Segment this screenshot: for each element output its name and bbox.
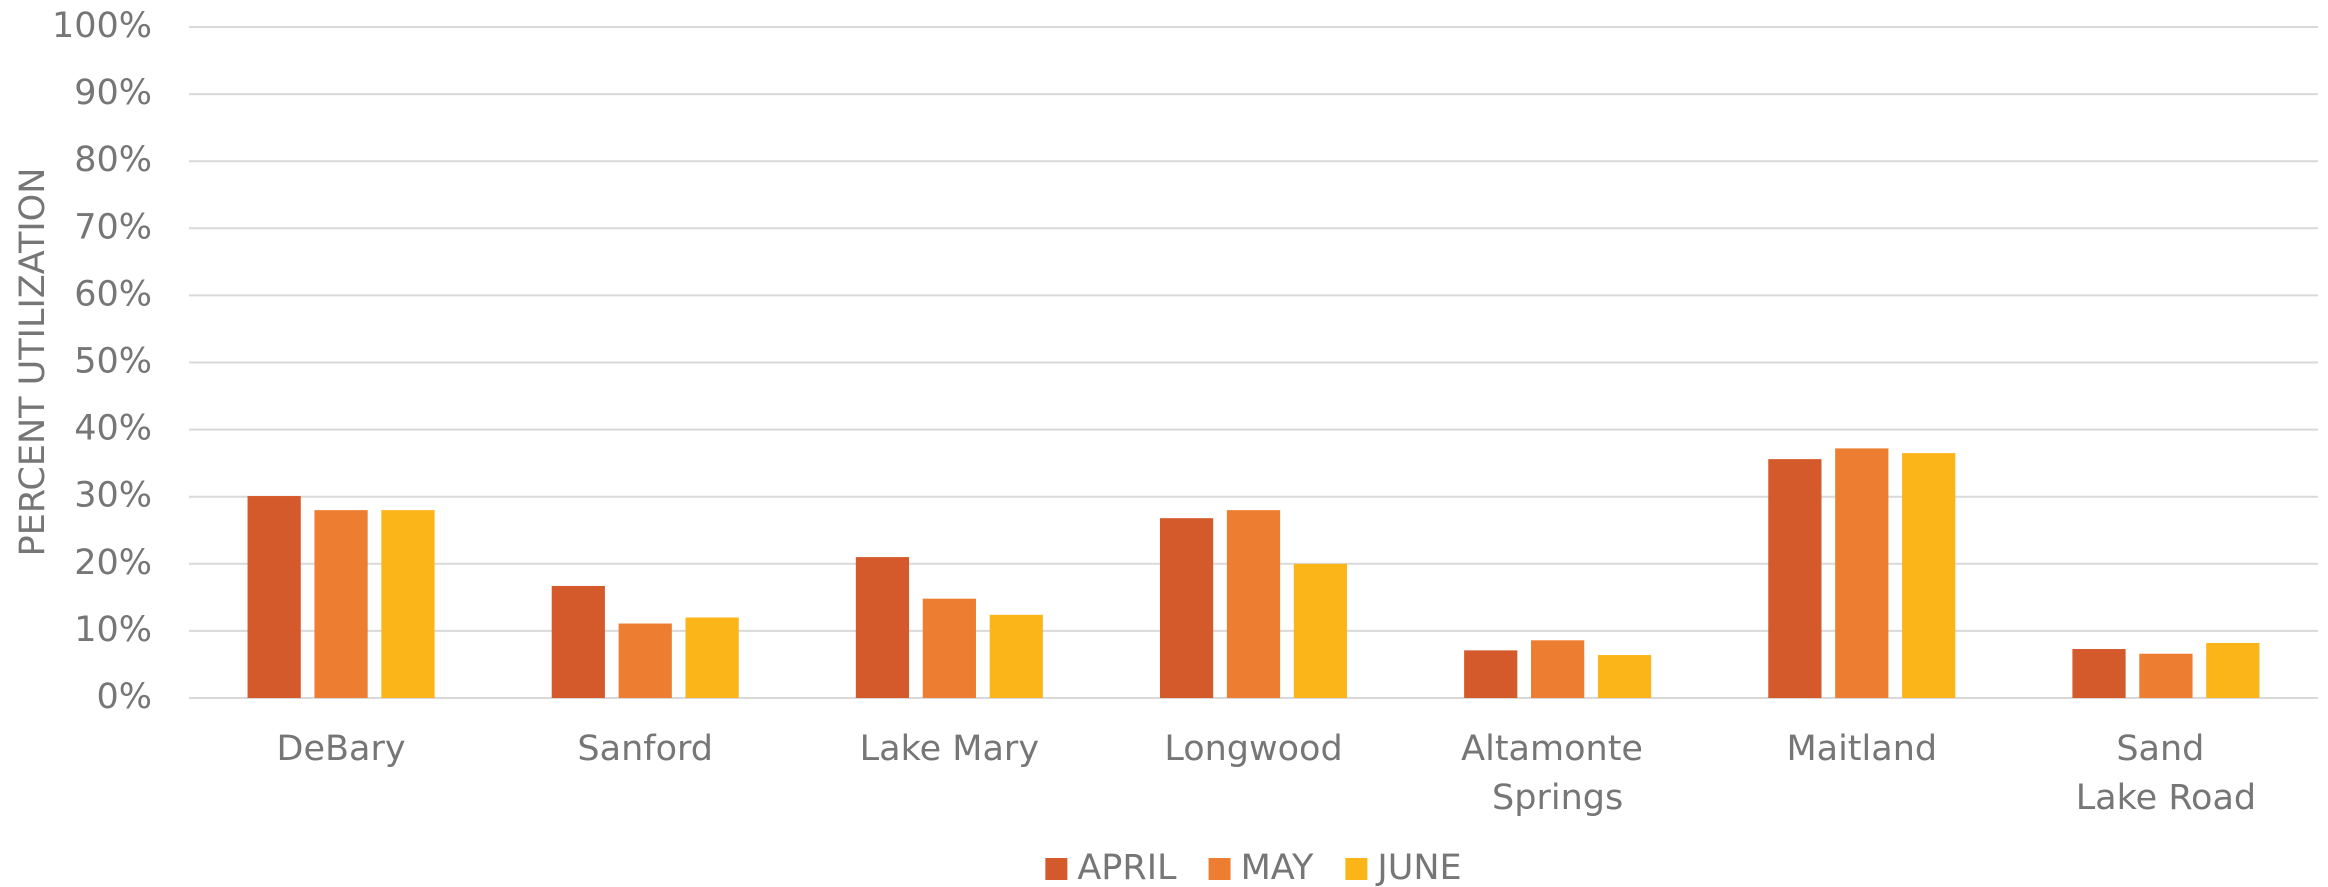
- bar: [618, 623, 672, 698]
- bar: [314, 510, 368, 698]
- y-tick-label: 100%: [52, 6, 152, 46]
- bar: [922, 598, 976, 698]
- bar: [989, 614, 1043, 698]
- legend-swatch: [1208, 858, 1231, 880]
- y-tick-label: 40%: [74, 409, 152, 449]
- legend-label: MAY: [1241, 848, 1314, 887]
- y-tick-label: 20%: [74, 543, 152, 583]
- x-tick-label: Lake Mary: [860, 729, 1039, 769]
- bar: [2206, 642, 2260, 698]
- bar: [1159, 518, 1214, 698]
- bar: [855, 557, 910, 698]
- legend-swatch: [1345, 858, 1368, 880]
- y-tick-label: 50%: [74, 342, 152, 382]
- bar: [1902, 453, 1956, 698]
- bar: [1597, 655, 1652, 698]
- legend-label: APRIL: [1077, 848, 1177, 887]
- y-tick-label: 70%: [74, 207, 152, 247]
- bar: [1226, 510, 1281, 698]
- y-tick-label: 10%: [74, 610, 152, 650]
- y-tick-label: 0%: [96, 677, 152, 717]
- bar: [1531, 640, 1585, 698]
- bar: [247, 496, 301, 698]
- x-tick-label: Maitland: [1786, 729, 1937, 769]
- x-tick-label-line: Lake Road: [2076, 778, 2256, 818]
- x-tick-label: Sanford: [577, 729, 713, 769]
- bar: [1293, 563, 1348, 698]
- bar: [1464, 650, 1518, 698]
- x-tick-label: DeBary: [277, 729, 406, 769]
- bar: [2072, 649, 2126, 698]
- bar: [1768, 459, 1822, 698]
- legend-swatch: [1045, 858, 1068, 880]
- x-tick-label: Sand Lake Road: [2076, 729, 2256, 818]
- bar: [381, 510, 435, 698]
- bar: [1835, 448, 1889, 698]
- bar: [551, 585, 605, 698]
- bar: [2139, 653, 2193, 698]
- x-tick-label-line: Springs: [1492, 778, 1623, 818]
- legend-label: JUNE: [1375, 848, 1461, 887]
- x-tick-label-line: Sand: [2116, 729, 2215, 769]
- bar: [685, 617, 739, 698]
- x-tick-label-line: Altamonte: [1461, 729, 1654, 769]
- y-axis-label: PERCENT UTILIZATION: [13, 168, 53, 557]
- y-tick-label: 30%: [74, 476, 152, 516]
- y-tick-label: 80%: [74, 140, 152, 180]
- y-tick-label: 90%: [74, 73, 152, 113]
- x-tick-label: Altamonte Springs: [1461, 729, 1654, 818]
- y-tick-label: 60%: [74, 274, 152, 314]
- x-tick-label: Longwood: [1164, 729, 1342, 769]
